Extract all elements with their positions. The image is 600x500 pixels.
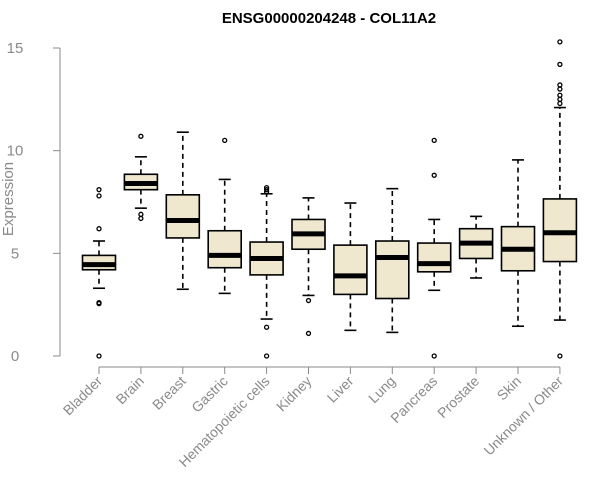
outlier-point — [557, 61, 563, 68]
iqr-box — [333, 244, 368, 296]
iqr-box — [374, 240, 410, 300]
x-tick-label: Pancreas — [387, 373, 440, 426]
y-tick-label: 10 — [7, 143, 24, 160]
chart-title: ENSG00000204248 - COL11A2 — [222, 10, 436, 27]
y-axis: 0 5 10 15 — [7, 40, 61, 365]
outlier-point — [96, 187, 102, 193]
outlier-point — [305, 297, 312, 304]
outlier-point — [138, 211, 144, 217]
outlier-point — [138, 215, 144, 222]
x-tick-label: Prostate — [434, 373, 482, 421]
outlier-point — [96, 353, 102, 359]
outlier-point — [138, 133, 144, 139]
outlier-point — [263, 324, 270, 330]
outlier-point — [557, 96, 563, 102]
box-breast — [165, 131, 201, 291]
outlier-point — [263, 353, 270, 359]
outlier-point — [557, 100, 563, 107]
outlier-point — [263, 187, 270, 193]
x-tick-label: Breast — [149, 373, 189, 413]
outlier-point — [431, 172, 437, 178]
y-tick-label: 0 — [11, 348, 19, 365]
outlier-point — [557, 86, 563, 92]
iqr-box — [165, 194, 201, 239]
box-pancreas — [416, 137, 452, 359]
x-tick-label: Unknown / Other — [480, 373, 566, 459]
x-tick-label: Lung — [365, 373, 398, 406]
outlier-point — [431, 137, 437, 144]
outlier-point — [431, 353, 437, 359]
boxes — [81, 39, 578, 359]
box-skin — [500, 159, 536, 328]
box-brain — [123, 133, 159, 222]
box-kidney — [291, 197, 326, 337]
y-axis-label: Expression — [0, 162, 17, 236]
outlier-point — [557, 92, 563, 98]
iqr-box — [416, 242, 452, 273]
y-tick-label: 5 — [11, 245, 19, 262]
outlier-point — [96, 299, 102, 306]
outlier-point — [96, 226, 102, 232]
outlier-point — [263, 184, 270, 191]
box-gastric — [207, 137, 242, 295]
iqr-box — [542, 198, 578, 263]
x-tick-label: Skin — [494, 373, 525, 404]
box-unknown-other — [542, 39, 578, 359]
outlier-point — [305, 330, 312, 337]
outlier-point — [557, 39, 563, 45]
iqr-box — [207, 229, 242, 269]
y-tick-label: 15 — [7, 40, 24, 57]
outlier-point — [557, 82, 563, 88]
outlier-point — [222, 137, 228, 144]
x-tick-label: Liver — [324, 373, 357, 406]
outlier-point — [96, 193, 102, 199]
x-tick-label: Bladder — [60, 373, 106, 419]
box-liver — [333, 202, 368, 332]
box-prostate — [458, 215, 494, 279]
x-tick-label: Brain — [113, 373, 147, 407]
outlier-point — [557, 353, 563, 359]
box-hematopoietic-cells — [249, 184, 284, 359]
box-bladder — [81, 187, 117, 359]
box-lung — [374, 187, 410, 334]
x-tick-label: Kidney — [273, 373, 315, 415]
